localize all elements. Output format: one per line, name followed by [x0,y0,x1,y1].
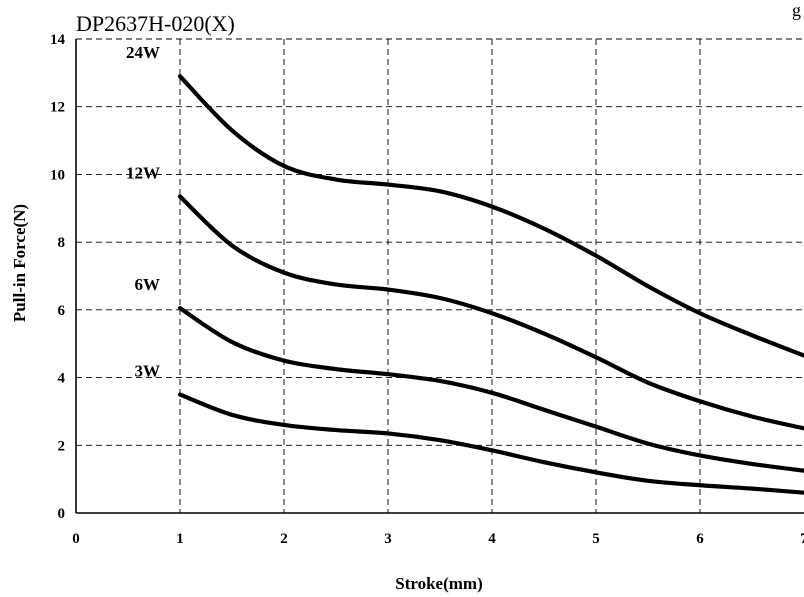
corner-fragment-text: g [792,0,801,20]
y-tick-label: 0 [58,506,66,522]
series-line-3w [177,392,804,495]
y-tick-label: 6 [58,303,66,319]
x-tick-label: 3 [384,531,392,547]
series-label-3w: 3W [135,362,161,381]
series-line-24w [177,74,804,358]
series-line-6w [177,306,804,473]
x-tick-label: 0 [72,531,80,547]
series-label-6w: 6W [135,275,161,294]
x-tick-label: 1 [176,531,184,547]
x-tick-label: 2 [280,531,288,547]
series-label-12w: 12W [126,163,160,182]
x-tick-label: 4 [488,531,496,547]
y-axis-label: Pull-in Force(N) [10,204,29,322]
y-tick-label: 4 [58,371,66,387]
series-lines [177,74,804,495]
series-labels: 24W 12W 6W 3W [126,43,160,380]
x-tick-label: 7 [800,531,804,547]
y-tick-label: 14 [50,32,66,48]
series-label-24w: 24W [126,43,160,62]
y-tick-label: 2 [58,438,66,454]
y-tick-label: 8 [58,235,66,251]
x-axis-label: Stroke(mm) [395,574,483,593]
series-line-12w [177,194,804,431]
axes [75,39,804,514]
chart-title: DP2637H-020(X) [76,11,235,36]
x-tick-label: 6 [696,531,704,547]
y-tick-label: 10 [50,167,65,183]
y-tick-label: 12 [50,100,65,116]
x-tick-label: 5 [592,531,600,547]
